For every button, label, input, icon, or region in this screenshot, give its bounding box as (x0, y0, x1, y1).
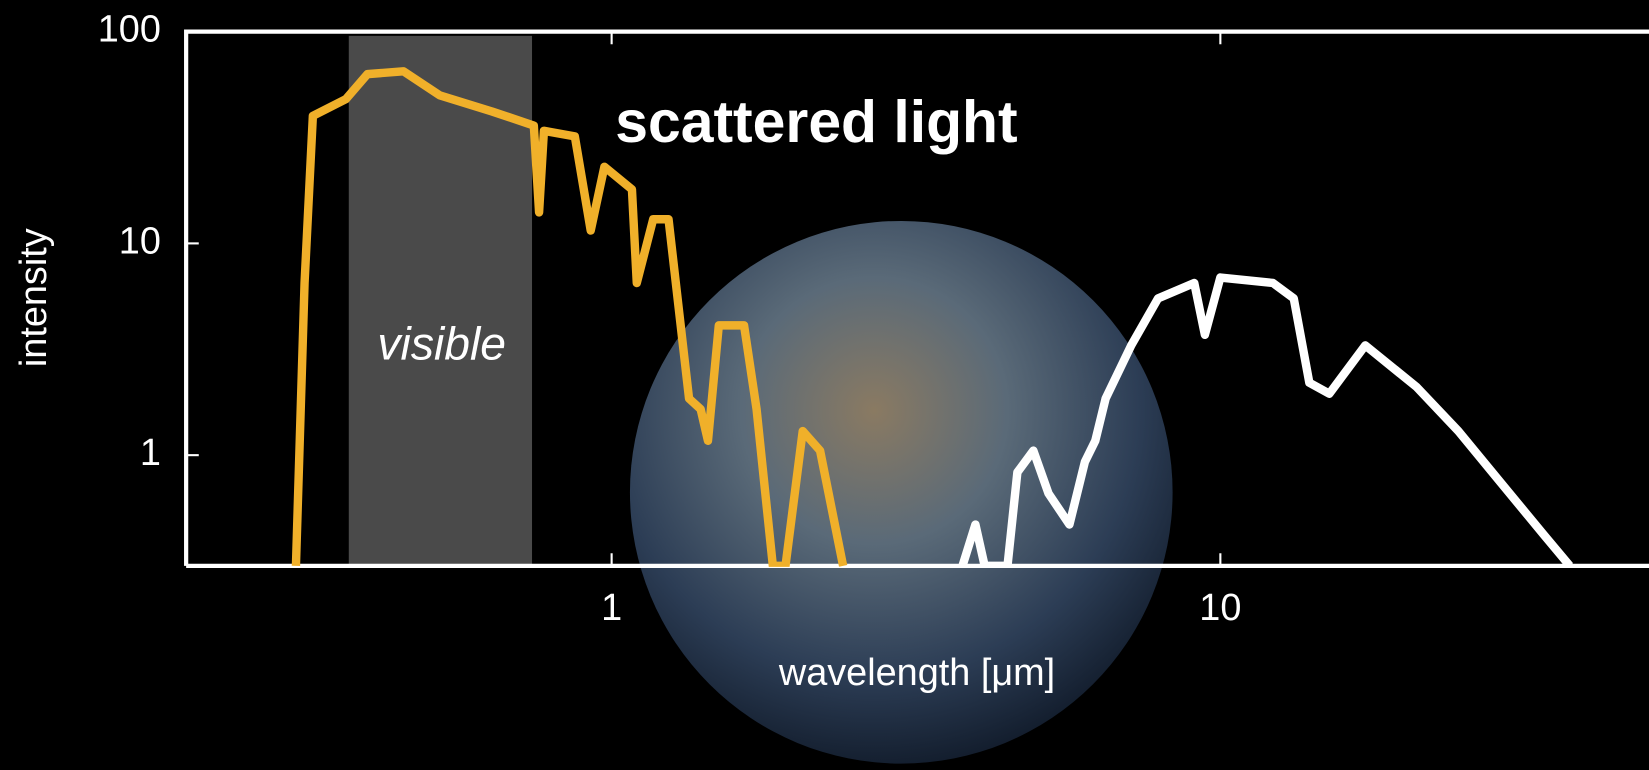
series-line (958, 273, 1574, 567)
earth-image (629, 220, 1173, 764)
y-axis-label: intensity (13, 228, 55, 367)
x-axis-label: wavelength [μm] (778, 652, 1055, 694)
y-tick-label: 1 (140, 432, 161, 474)
y-tick-label: 100 (98, 9, 161, 51)
y-tick-label: 10 (119, 220, 161, 262)
series-label: scattered light (615, 90, 1017, 155)
band-label: visible (377, 317, 506, 369)
x-tick-label: 10 (1199, 587, 1241, 629)
series-line (291, 67, 848, 567)
x-tick-label: 1 (601, 587, 622, 629)
visible-band (348, 35, 533, 566)
